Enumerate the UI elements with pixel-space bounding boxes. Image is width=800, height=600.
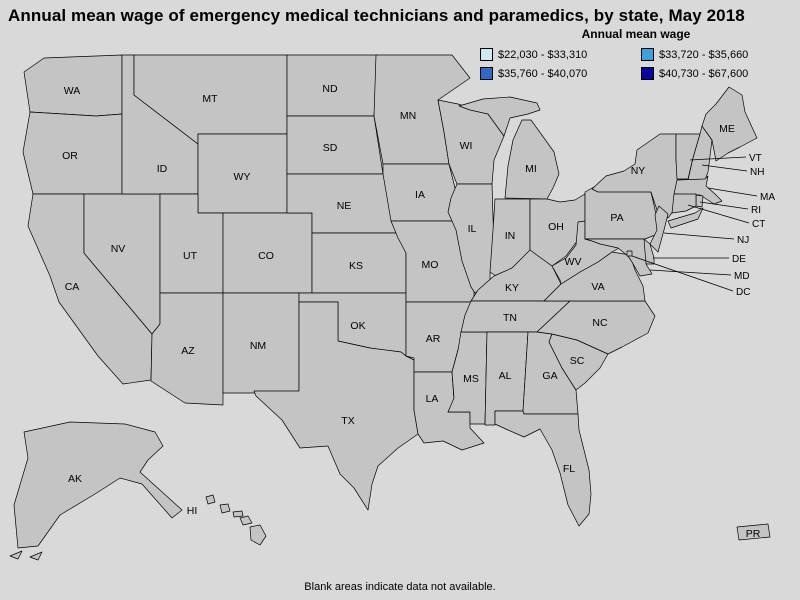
state-label: KY [505, 282, 519, 294]
state-nj[interactable] [649, 205, 669, 253]
state-label: DE [732, 254, 746, 265]
state-pr[interactable] [736, 523, 771, 541]
state-label: OR [62, 150, 78, 162]
leader-line-md [649, 269, 732, 276]
state-label: WV [565, 256, 582, 268]
leader-line-nj [663, 232, 735, 240]
state-label: GA [542, 370, 557, 382]
state-label: HI [187, 505, 198, 517]
legend-label-bin-2: $33,720 - $35,660 [659, 48, 749, 61]
legend-item: $33,720 - $35,660 [641, 48, 792, 61]
state-hi-kauai[interactable] [205, 494, 216, 505]
legend-label-bin-4: $40,730 - $67,600 [659, 67, 749, 80]
state-label: TX [341, 415, 354, 427]
state-ny-long-island[interactable] [667, 207, 704, 229]
legend-swatch-bin-2 [641, 48, 654, 61]
state-mi-lower-peninsula[interactable] [504, 119, 560, 200]
map-footnote: Blank areas indicate data not available. [304, 581, 496, 593]
state-label: MN [400, 110, 416, 122]
legend-grid: $22,030 - $33,310 $33,720 - $35,660 $35,… [480, 48, 792, 80]
state-label: OK [350, 320, 365, 332]
state-label: TN [503, 312, 517, 324]
state-label: IN [505, 230, 516, 242]
state-label: AL [499, 370, 512, 382]
state-mi-upper-peninsula[interactable] [458, 96, 541, 137]
leader-line-ct [687, 204, 750, 224]
state-label: OH [548, 221, 564, 233]
legend-item: $35,760 - $40,070 [480, 67, 631, 80]
state-label: RI [751, 205, 761, 216]
state-label: MO [422, 259, 439, 271]
state-label: ND [322, 83, 338, 95]
state-label: SC [570, 355, 585, 367]
state-label: NV [111, 243, 126, 255]
state-label: MA [760, 192, 775, 203]
state-ak[interactable] [13, 421, 183, 549]
state-hi-oahu[interactable] [219, 503, 231, 514]
state-label: CO [258, 250, 274, 262]
state-md[interactable] [584, 238, 653, 277]
state-label: NM [250, 340, 266, 352]
state-ri[interactable] [695, 194, 704, 208]
state-label: NY [631, 165, 646, 177]
state-fl[interactable] [494, 410, 592, 527]
state-label: PR [746, 528, 761, 540]
state-dc[interactable] [626, 250, 633, 257]
state-label: VA [591, 281, 604, 293]
state-ak-aleutian-island-1[interactable] [9, 550, 23, 560]
state-label: AZ [181, 345, 195, 357]
map-title: Annual mean wage of emergency medical te… [8, 6, 745, 25]
legend-swatch-bin-4 [641, 67, 654, 80]
state-label: CA [65, 281, 80, 293]
state-label: KS [349, 260, 363, 272]
state-label: WY [234, 171, 251, 183]
state-nc[interactable] [536, 300, 656, 355]
state-label: NJ [737, 235, 749, 246]
state-label: AK [68, 473, 82, 485]
state-label: AR [426, 333, 441, 345]
state-label: ID [157, 163, 168, 175]
state-label: IA [415, 189, 425, 201]
state-label: WI [460, 140, 473, 152]
state-hi-molokai[interactable] [232, 510, 244, 518]
state-label: NE [337, 200, 352, 212]
legend: Annual mean wage $22,030 - $33,310 $33,7… [480, 27, 792, 80]
leader-line-vt [689, 156, 747, 161]
legend-item: $40,730 - $67,600 [641, 67, 792, 80]
leader-line-ri [699, 201, 749, 210]
state-label: MI [525, 163, 537, 175]
state-label: FL [563, 463, 575, 475]
legend-swatch-bin-1 [480, 48, 493, 61]
state-label: MT [202, 93, 218, 105]
state-label: WA [64, 85, 81, 97]
state-label: MS [463, 373, 479, 385]
state-label: SD [323, 142, 338, 154]
legend-swatch-bin-3 [480, 67, 493, 80]
state-label: LA [426, 393, 439, 405]
state-label: VT [749, 153, 762, 164]
legend-label-bin-3: $35,760 - $40,070 [498, 67, 588, 80]
state-label: UT [183, 250, 198, 262]
state-hi-big-island[interactable] [249, 524, 267, 546]
state-label: MD [734, 271, 750, 282]
state-label: PA [610, 212, 623, 224]
state-ak-aleutian-island-2[interactable] [29, 551, 43, 561]
state-label: IL [468, 223, 477, 235]
state-label: CT [752, 219, 765, 230]
legend-item: $22,030 - $33,310 [480, 48, 631, 61]
state-label: NC [592, 317, 608, 329]
state-hi-maui[interactable] [239, 515, 253, 526]
leader-line-nh [701, 164, 748, 172]
legend-label-bin-1: $22,030 - $33,310 [498, 48, 588, 61]
state-label: NH [750, 167, 764, 178]
state-label: DC [736, 287, 750, 298]
state-ct[interactable] [671, 193, 697, 214]
legend-title: Annual mean wage [581, 27, 691, 41]
leader-line-ma [707, 187, 758, 197]
state-tx[interactable] [253, 301, 419, 511]
state-label: ME [719, 123, 735, 135]
state-me[interactable] [701, 86, 758, 162]
leader-line-dc [631, 255, 734, 292]
